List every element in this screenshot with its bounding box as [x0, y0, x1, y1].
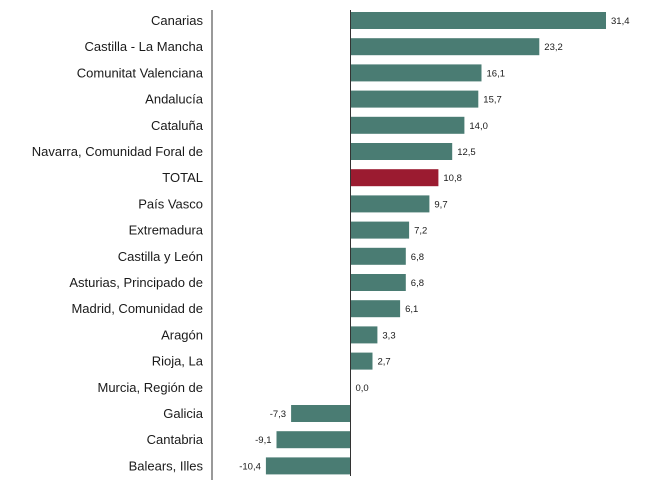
value-label-canarias: 31,4 — [611, 16, 630, 27]
bar-aragon — [350, 326, 378, 344]
value-label-navarra-comunidad-foral-de: 12,5 — [457, 147, 476, 158]
category-label-cantabria: Cantabria — [147, 432, 204, 447]
value-label-madrid-comunidad-de: 6,1 — [405, 304, 418, 315]
category-label-galicia: Galicia — [163, 406, 204, 421]
bar-madrid-comunidad-de — [350, 300, 401, 318]
category-label-castilla-la-mancha: Castilla - La Mancha — [85, 39, 204, 54]
value-label-castilla-la-mancha: 23,2 — [544, 42, 563, 53]
value-label-cantabria: -9,1 — [255, 435, 271, 446]
bar-castilla-y-leon — [350, 247, 406, 265]
value-label-pais-vasco: 9,7 — [434, 199, 447, 210]
bar-asturias-principado-de — [350, 274, 406, 291]
value-label-total: 10,8 — [443, 173, 462, 184]
category-label-aragon: Aragón — [161, 327, 203, 342]
bar-andalucia — [350, 90, 479, 108]
bar-pais-vasco — [350, 195, 430, 213]
bar-cantabria — [276, 431, 351, 449]
category-label-comunitat-valenciana: Comunitat Valenciana — [77, 65, 204, 80]
bar-castilla-la-mancha — [350, 38, 540, 56]
value-labels: 31,4 23,2 16,1 15,7 14,0 12,5 10,8 9,7 7,2 6,8 6,8… — [239, 16, 629, 472]
value-label-rioja-la: 2,7 — [378, 357, 391, 368]
bar-cataluna — [350, 116, 465, 134]
category-label-madrid-comunidad-de: Madrid, Comunidad de — [71, 301, 203, 316]
category-label-murcia-region-de: Murcia, Región de — [98, 380, 204, 395]
value-label-aragon: 3,3 — [382, 330, 395, 341]
value-label-balears-illes: -10,4 — [239, 461, 261, 472]
bar-navarra-comunidad-foral-de — [350, 143, 453, 160]
category-label-castilla-y-leon: Castilla y León — [118, 249, 203, 264]
value-label-castilla-y-leon: 6,8 — [411, 252, 424, 263]
value-label-murcia-region-de: 0,0 — [356, 383, 369, 394]
category-label-canarias: Canarias — [151, 13, 204, 28]
value-label-galicia: -7,3 — [270, 409, 286, 420]
category-label-asturias-principado-de: Asturias, Principado de — [69, 275, 203, 290]
category-label-extremadura: Extremadura — [129, 223, 204, 238]
category-label-rioja-la: Rioja, La — [152, 354, 204, 369]
bar-comunitat-valenciana — [350, 64, 482, 82]
bar-rioja-la — [350, 352, 373, 370]
bar-extremadura — [350, 221, 410, 239]
value-label-cataluna: 14,0 — [469, 121, 488, 132]
bar-canarias — [350, 12, 606, 29]
bar-galicia — [291, 405, 351, 422]
value-label-asturias-principado-de: 6,8 — [411, 278, 424, 289]
bars — [265, 12, 606, 475]
value-label-comunitat-valenciana: 16,1 — [487, 68, 506, 79]
category-label-navarra-comunidad-foral-de: Navarra, Comunidad Foral de — [32, 144, 203, 159]
value-label-extremadura: 7,2 — [414, 226, 427, 237]
category-label-cataluna: Cataluña — [151, 118, 204, 133]
category-label-pais-vasco: País Vasco — [138, 196, 203, 211]
category-labels: Canarias Castilla - La Mancha Comunitat Va… — [32, 13, 204, 473]
bar-balears-illes — [265, 457, 351, 475]
category-label-total: TOTAL — [162, 170, 203, 185]
category-label-balears-illes: Balears, Illes — [129, 458, 204, 473]
bar-total — [350, 169, 439, 187]
category-label-andalucia: Andalucía — [145, 92, 204, 107]
value-label-andalucia: 15,7 — [483, 95, 502, 106]
